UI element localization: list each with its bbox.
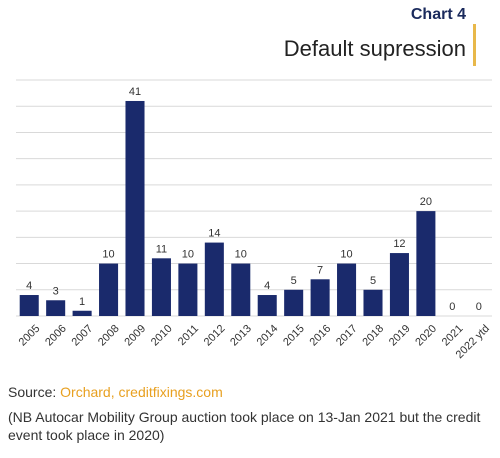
source-prefix: Source: bbox=[8, 384, 61, 400]
bar-2006 bbox=[46, 300, 66, 316]
data-label: 10 bbox=[182, 249, 194, 261]
x-tick-label: 2011 bbox=[176, 323, 201, 348]
bar-2017 bbox=[337, 263, 357, 316]
data-label: 4 bbox=[264, 280, 270, 292]
data-label: 5 bbox=[291, 275, 297, 287]
bar-2005 bbox=[19, 295, 39, 316]
chart-number: Chart 4 bbox=[410, 6, 466, 23]
data-label: 41 bbox=[129, 86, 141, 98]
x-tick-label: 2014 bbox=[255, 323, 281, 349]
x-tick-labels: 2005 2006 2007 2008 2009 2010 2011 2012 2013 2014… bbox=[17, 323, 492, 361]
data-label: 10 bbox=[235, 249, 247, 261]
bars bbox=[19, 100, 436, 316]
bar-2018 bbox=[363, 289, 383, 316]
data-label: 3 bbox=[53, 285, 59, 297]
x-tick-label: 2007 bbox=[70, 323, 96, 349]
data-labels: 4 3 1 10 41 11 10 14 10 4 5 7 10 5 12 20 0 0 bbox=[26, 86, 482, 313]
title-accent-bar bbox=[473, 24, 476, 66]
bar-chart: 4 3 1 10 41 11 10 14 10 4 5 7 10 5 12 20 0 0 2005 2006 2007… bbox=[16, 79, 492, 361]
data-label: 11 bbox=[156, 243, 167, 255]
data-label: 10 bbox=[102, 249, 114, 261]
gridlines bbox=[16, 79, 492, 317]
data-label: 10 bbox=[340, 249, 352, 261]
data-label: 0 bbox=[476, 301, 482, 313]
bar-2020 bbox=[416, 211, 436, 316]
bar-2016 bbox=[310, 279, 330, 316]
bar-2013 bbox=[231, 263, 251, 316]
x-tick-label: 2020 bbox=[413, 323, 439, 349]
source-line: Source: Orchard, creditfixings.com bbox=[8, 384, 223, 400]
x-tick-label: 2005 bbox=[17, 323, 43, 349]
x-tick-label: 2016 bbox=[308, 323, 334, 349]
x-tick-label: 2018 bbox=[360, 323, 386, 349]
x-tick-label: 2010 bbox=[149, 323, 175, 349]
bar-2015 bbox=[284, 289, 304, 316]
bar-2007 bbox=[72, 310, 92, 316]
data-label: 1 bbox=[79, 296, 85, 308]
x-tick-label: 2013 bbox=[228, 323, 254, 349]
data-label: 7 bbox=[317, 264, 323, 276]
data-label: 5 bbox=[370, 275, 376, 287]
x-tick-label: 2008 bbox=[96, 323, 122, 349]
data-label: 4 bbox=[26, 280, 32, 292]
data-label: 14 bbox=[208, 228, 220, 240]
x-tick-label: 2017 bbox=[334, 323, 360, 349]
bar-2011 bbox=[178, 263, 198, 316]
x-tick-label: 2012 bbox=[202, 323, 228, 349]
data-label: 0 bbox=[449, 301, 455, 313]
x-tick-label: 2019 bbox=[387, 323, 413, 349]
x-tick-label: 2015 bbox=[281, 323, 307, 349]
bar-2012 bbox=[204, 242, 224, 316]
bar-2009 bbox=[125, 100, 145, 316]
x-tick-label: 2009 bbox=[122, 323, 148, 349]
footnote: (NB Autocar Mobility Group auction took … bbox=[8, 409, 481, 443]
data-label: 20 bbox=[420, 196, 432, 208]
bar-2019 bbox=[389, 253, 409, 316]
source-value: Orchard, creditfixings.com bbox=[60, 384, 223, 400]
x-tick-label: 2006 bbox=[43, 323, 69, 349]
data-label: 12 bbox=[393, 238, 405, 250]
bar-2008 bbox=[99, 263, 119, 316]
bar-2010 bbox=[151, 258, 171, 316]
chart-header: Chart 4 Default supression bbox=[284, 6, 466, 62]
bar-2014 bbox=[257, 295, 277, 316]
chart-title: Default supression bbox=[283, 36, 466, 61]
